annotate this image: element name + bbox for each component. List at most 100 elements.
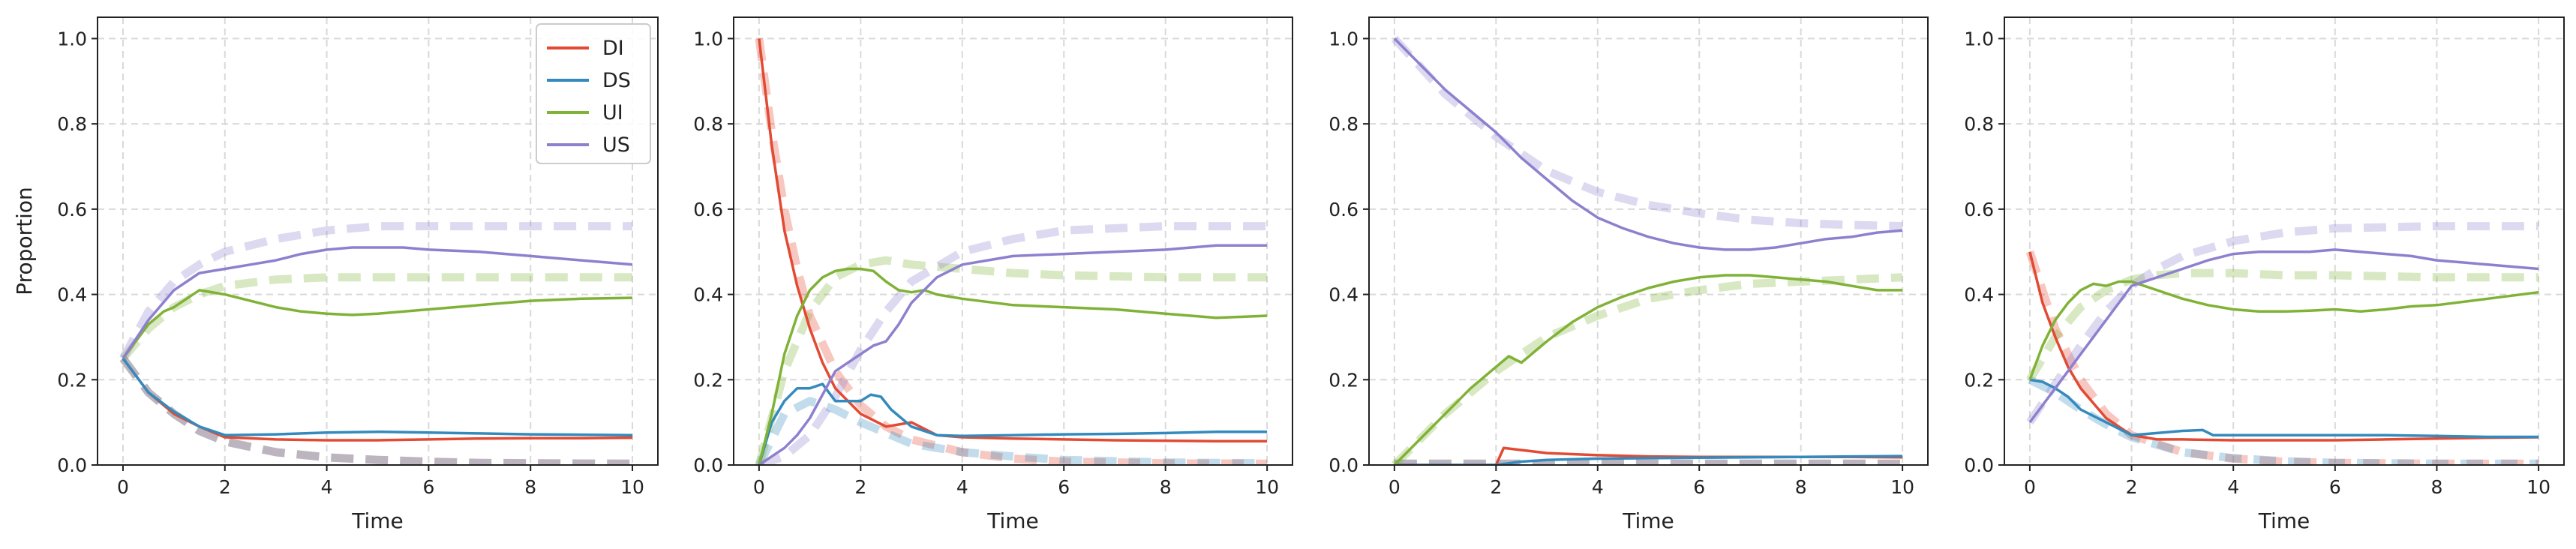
x-tick-label: 8 (524, 476, 536, 498)
x-tick-label: 2 (2126, 476, 2138, 498)
y-tick-label: 0.2 (1964, 369, 1994, 391)
y-tick-label: 0.2 (1329, 369, 1359, 391)
y-tick-label: 0.8 (57, 113, 87, 135)
y-tick-label: 0.4 (1329, 284, 1359, 306)
x-tick-label: 10 (1255, 476, 1279, 498)
series-line-ds-solid (758, 382, 1268, 465)
y-tick-label: 0.2 (57, 369, 87, 391)
y-axis-label: Proportion (12, 187, 37, 295)
y-tick-label: 0.0 (1329, 454, 1359, 476)
plot-frame (2004, 16, 2565, 466)
x-tick-label: 0 (1389, 476, 1401, 498)
x-tick-label: 2 (1490, 476, 1502, 498)
x-tick-label: 4 (1592, 476, 1604, 498)
legend-label-ui: UI (602, 101, 623, 124)
series-line-di-solid (758, 38, 1268, 442)
x-axis-label: Time (351, 508, 404, 533)
y-tick-label: 0.6 (1329, 199, 1359, 220)
x-tick-label: 4 (2227, 476, 2239, 498)
y-tick-label: 0.8 (693, 113, 723, 135)
y-tick-label: 0.6 (693, 199, 723, 220)
legend-label-di: DI (602, 37, 624, 60)
y-tick-label: 0.6 (57, 199, 87, 220)
series-line-ds-solid (1394, 454, 1903, 465)
series-line-di-dashed (119, 356, 633, 465)
series-line-ui-dashed (755, 256, 1268, 465)
series-line-ui-solid (122, 289, 633, 359)
series-line-us-dashed (119, 222, 632, 361)
x-axis-label: Time (986, 508, 1039, 533)
y-tick-label: 1.0 (1964, 28, 1994, 50)
x-tick-label: 0 (117, 476, 129, 498)
series-line-us-dashed (758, 222, 1268, 465)
y-tick-label: 0.4 (1964, 284, 1994, 306)
series-line-ui-dashed (1391, 273, 1903, 465)
series-line-us-solid (1393, 38, 1903, 251)
plot-frame (97, 16, 659, 466)
x-tick-label: 6 (1693, 476, 1705, 498)
x-tick-label: 4 (321, 476, 333, 498)
y-tick-label: 1.0 (693, 28, 723, 50)
series-line-ui-dashed (119, 273, 632, 362)
y-tick-label: 0.6 (1964, 199, 1994, 220)
legend-box (536, 23, 651, 164)
y-tick-label: 1.0 (1329, 28, 1359, 50)
y-tick-label: 0.0 (57, 454, 87, 476)
legend-label-us: US (602, 134, 630, 157)
legend: DI DS UI US (536, 23, 651, 164)
plot-frame (733, 16, 1293, 466)
y-tick-label: 1.0 (57, 28, 87, 50)
chart-panel-3: 0 2 4 6 8 10 0.0 0.2 0.4 0.6 0.8 1.0 Time (1329, 16, 1929, 533)
series-line-ui-solid (1393, 274, 1903, 465)
series-line-ui-solid (2028, 280, 2539, 380)
x-tick-label: 8 (2431, 476, 2443, 498)
series-line-ds-dashed (755, 397, 1268, 465)
x-tick-label: 4 (956, 476, 968, 498)
legend-label-ds: DS (602, 69, 631, 92)
y-tick-label: 0.2 (693, 369, 723, 391)
x-tick-label: 10 (2526, 476, 2550, 498)
y-tick-label: 0.4 (693, 284, 723, 306)
x-tick-label: 8 (1795, 476, 1807, 498)
series-line-di-solid (2028, 251, 2539, 442)
x-tick-label: 2 (219, 476, 231, 498)
y-tick-label: 0.0 (1964, 454, 1994, 476)
series-line-us-dashed (2026, 222, 2539, 425)
series-line-di-dashed (755, 38, 1268, 465)
y-tick-label: 0.8 (1329, 113, 1359, 135)
series-line-ds-dashed (2028, 376, 2539, 465)
series-line-us-solid (758, 244, 1268, 465)
x-tick-label: 6 (422, 476, 434, 498)
series-line-di-solid (122, 357, 633, 442)
chart-panel-1: 0 2 4 6 8 10 0.0 0.2 0.4 0.6 0.8 1.0 Time Proportion D… (12, 16, 659, 533)
x-tick-label: 2 (854, 476, 866, 498)
x-axis-label: Time (2258, 508, 2310, 533)
series-layer (1391, 35, 1903, 465)
chart-panel-2: 0 2 4 6 8 10 0.0 0.2 0.4 0.6 0.8 1.0 Time (693, 16, 1293, 533)
series-line-us-solid (122, 246, 633, 359)
series-line-di-dashed (2025, 250, 2539, 465)
series-line-ui-solid (758, 267, 1268, 465)
x-tick-label: 10 (1890, 476, 1914, 498)
y-tick-label: 0.8 (1964, 113, 1994, 135)
y-tick-label: 0.0 (693, 454, 723, 476)
series-line-ds-solid (122, 357, 633, 436)
chart-panel-4: 0 2 4 6 8 10 0.0 0.2 0.4 0.6 0.8 1.0 Time (1964, 16, 2565, 533)
x-axis-label: Time (1622, 508, 1674, 533)
y-tick-label: 0.4 (57, 284, 87, 306)
x-tick-label: 0 (753, 476, 765, 498)
x-tick-label: 6 (2329, 476, 2341, 498)
x-tick-label: 0 (2024, 476, 2036, 498)
x-tick-label: 6 (1058, 476, 1070, 498)
series-layer (755, 38, 1268, 465)
series-line-ds-solid (2029, 378, 2539, 439)
x-tick-label: 8 (1160, 476, 1172, 498)
plot-frame (1368, 16, 1929, 466)
series-line-ds-dashed (119, 356, 633, 465)
series-line-us-dashed (1391, 35, 1903, 231)
series-layer (2025, 222, 2539, 465)
series-layer (119, 222, 633, 465)
series-line-us-solid (2028, 248, 2539, 424)
series-line-ui-dashed (2026, 268, 2539, 382)
